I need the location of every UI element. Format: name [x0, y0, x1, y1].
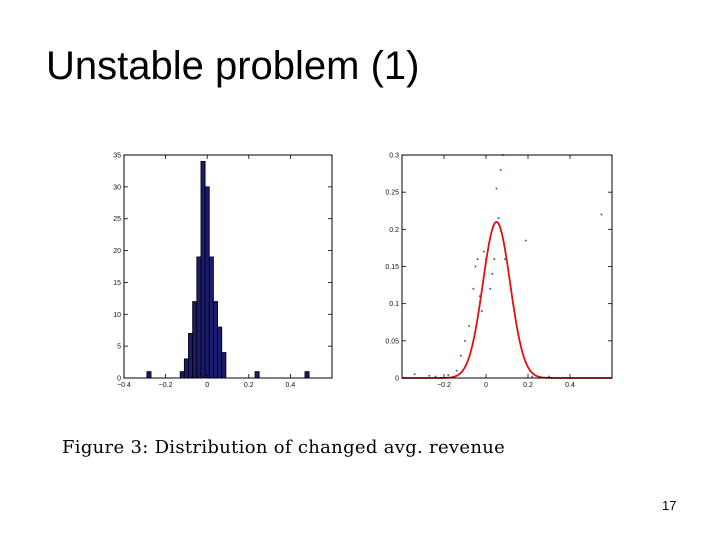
histogram-bar: [188, 332, 194, 379]
histogram-bar: [146, 371, 152, 379]
x-tick-label: 0: [205, 382, 209, 389]
slide-title: Unstable problem (1): [46, 44, 420, 88]
x-tick-label: 0.4: [565, 382, 575, 389]
histogram-bar: [304, 371, 310, 379]
data-point: [524, 239, 527, 242]
data-point: [447, 374, 450, 377]
page-number: 17: [662, 498, 677, 513]
y-tick-label: 0.05: [385, 338, 399, 345]
data-point: [499, 168, 502, 171]
x-tick-label: −0.2: [437, 382, 451, 389]
y-tick-label: 35: [113, 153, 121, 160]
data-point: [495, 187, 498, 190]
y-tick-label: 0.25: [385, 190, 399, 197]
y-tick-label: 0: [117, 376, 121, 383]
data-point: [531, 375, 534, 378]
plot-frame: [123, 154, 333, 379]
y-tick-label: 0: [395, 376, 399, 383]
data-point: [455, 369, 458, 372]
data-point: [434, 375, 437, 378]
data-point: [459, 354, 462, 357]
x-tick-label: 0.4: [286, 382, 296, 389]
histogram-bar: [221, 352, 227, 379]
data-point: [476, 258, 479, 261]
y-tick-label: 20: [113, 248, 121, 255]
data-point: [489, 287, 492, 290]
histogram-bar: [196, 256, 202, 379]
y-tick-label: 25: [113, 216, 121, 223]
data-point: [493, 258, 496, 261]
histogram-bar: [183, 358, 189, 379]
histogram-bar: [208, 256, 214, 379]
data-point: [600, 213, 603, 216]
density-chart: 0 0.05 0.1 0.15 0.2 0.25 0.3 −0.2 0 0.2 0.4: [385, 153, 613, 389]
histogram-bar: [213, 301, 219, 379]
histogram-bar: [217, 326, 223, 379]
y-tick-label: 0.2: [389, 227, 399, 234]
x-tick-label: 0.2: [244, 382, 254, 389]
data-point: [468, 324, 471, 327]
y-tick-label: 10: [113, 312, 121, 319]
data-point: [482, 250, 485, 253]
x-tick-label: 0.2: [523, 382, 533, 389]
y-tick-label: 0.3: [389, 153, 399, 160]
x-tick-label: −0.4: [117, 382, 131, 389]
y-tick-label: 5: [117, 344, 121, 351]
data-point: [491, 272, 494, 275]
histogram-bar: [179, 371, 185, 379]
histogram-bar: [204, 186, 210, 379]
data-point: [428, 374, 431, 377]
fitted-curve: [402, 220, 612, 379]
y-tick-label: 0.1: [389, 301, 399, 308]
data-point: [413, 373, 416, 376]
histogram-bar: [254, 371, 260, 379]
y-tick-label: 0.15: [385, 264, 399, 271]
y-tick-label: 30: [113, 184, 121, 191]
y-tick-label: 15: [113, 280, 121, 287]
data-point: [474, 265, 477, 268]
x-tick-label: −0.2: [159, 382, 173, 389]
data-point: [472, 287, 475, 290]
histogram-bar: [200, 160, 206, 379]
data-point: [503, 258, 506, 261]
data-point: [464, 339, 466, 342]
data-point: [497, 217, 500, 220]
histogram-bar: [192, 301, 198, 379]
figure-caption: Figure 3: Distribution of changed avg. r…: [62, 437, 506, 458]
data-point: [480, 310, 483, 313]
x-tick-label: 0: [484, 382, 488, 389]
histogram-chart: 0 5 10 15 20 25 30 35 −0.4 −0.2 0 0.2 0.4: [113, 153, 333, 389]
